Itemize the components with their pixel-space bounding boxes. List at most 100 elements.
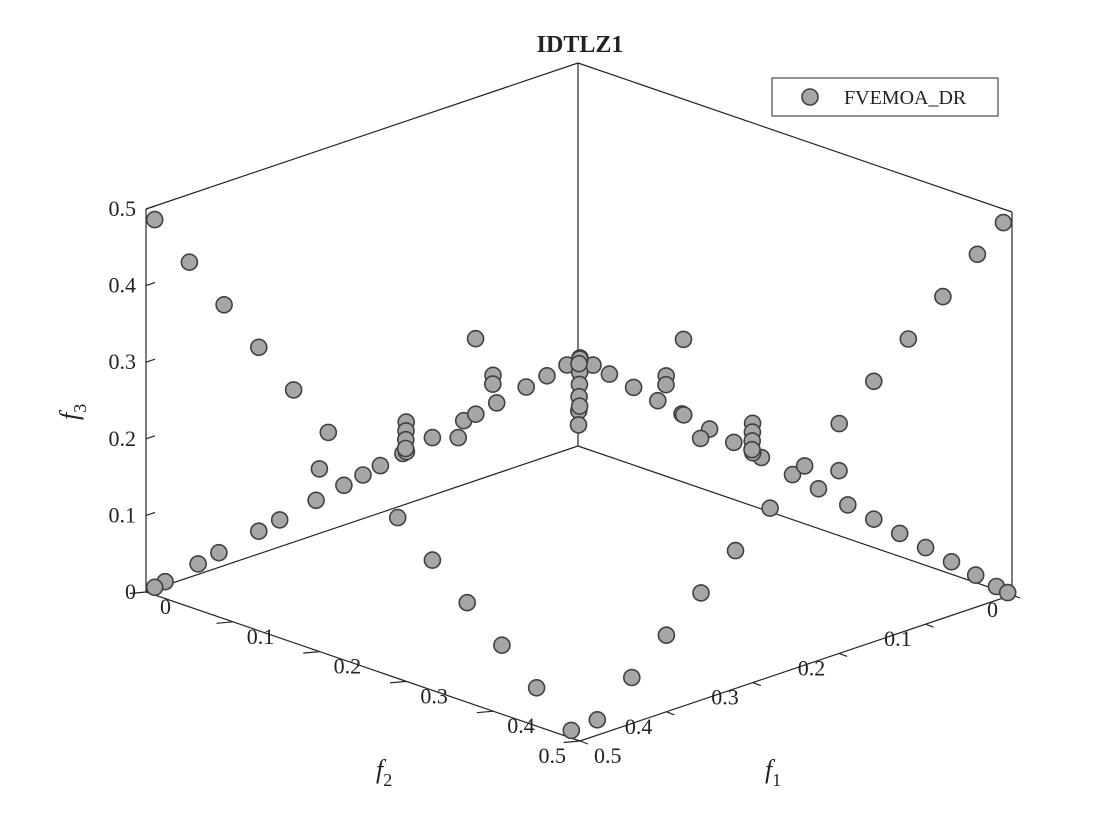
data-point [310, 460, 329, 478]
data-point [517, 378, 536, 396]
legend: FVEMOA_DR [771, 77, 999, 117]
data-point [657, 375, 675, 394]
f2-tick-label: 0.2 [798, 655, 826, 680]
top-edge-f1 [577, 62, 1013, 213]
f3-tick-label: 0.3 [109, 349, 137, 374]
tick-labels: 00.10.20.30.40.500.10.20.30.40.500.10.20… [109, 196, 999, 768]
f1-tick-mark [563, 740, 581, 744]
f1-tick-label: 0.5 [594, 743, 622, 768]
f2-tick-label: 0.3 [711, 685, 739, 710]
f1-tick-mark [303, 651, 320, 654]
data-point [284, 381, 303, 399]
data-point [691, 429, 710, 448]
data-point [934, 287, 952, 306]
f3-tick-mark [145, 205, 156, 210]
data-point [998, 583, 1017, 602]
data-point [270, 511, 289, 529]
legend-marker [801, 88, 819, 106]
data-point [899, 330, 918, 348]
data-point [493, 636, 511, 655]
data-point [830, 414, 849, 433]
data-point [449, 428, 468, 447]
data-point [180, 253, 199, 272]
f1-tick-mark [216, 621, 233, 624]
f1-tick-label: 0.3 [420, 683, 448, 708]
data-point [761, 499, 779, 518]
data-point [249, 338, 268, 357]
x-axis-label-sub: 1 [772, 770, 781, 790]
data-point [570, 397, 589, 416]
data-point [145, 210, 164, 229]
data-point [830, 461, 848, 480]
data-point [783, 465, 802, 484]
z-axis-label-main: f [55, 409, 84, 420]
f3-tick-mark [145, 435, 156, 440]
y-axis-label-sub: 2 [383, 770, 392, 790]
data-point [210, 543, 228, 562]
data-point [942, 552, 961, 571]
data-point [396, 439, 415, 458]
data-point [600, 365, 619, 383]
data-point [674, 406, 693, 424]
front-edge-f1-axis [579, 594, 1013, 742]
f1-tick-mark [129, 591, 147, 595]
data-point [743, 440, 761, 459]
data-points [145, 210, 1017, 740]
data-point [838, 496, 857, 514]
data-point [319, 423, 338, 442]
floor-edge-f1 [577, 445, 1013, 596]
data-point [249, 522, 268, 541]
front-edge-f2-axis [145, 591, 581, 742]
f1-tick-label: 0.1 [247, 624, 274, 649]
data-point [527, 678, 546, 697]
data-point [483, 375, 502, 393]
data-point [890, 524, 909, 543]
data-point [674, 330, 693, 349]
f3-tick-mark [145, 282, 156, 287]
data-point [569, 416, 588, 434]
f2-tick-mark [579, 740, 589, 745]
data-point [648, 391, 667, 410]
data-point [657, 626, 676, 645]
x-axis-label-main: f [765, 755, 776, 784]
data-point [423, 551, 442, 569]
f2-tick-mark [666, 711, 675, 716]
f3-tick-label: 0.2 [109, 426, 137, 451]
data-point [966, 566, 985, 584]
data-point [466, 405, 485, 424]
data-point [864, 510, 883, 529]
f3-tick-label: 0 [125, 579, 136, 604]
data-point [388, 508, 407, 527]
data-point [726, 541, 745, 560]
chart-title: IDTLZ1 [537, 32, 624, 58]
f3-tick-label: 0.5 [109, 196, 137, 221]
f2-tick-label: 0 [987, 597, 998, 622]
f2-tick-label: 0.4 [625, 714, 653, 739]
data-point [335, 476, 353, 495]
data-point [994, 213, 1013, 232]
f1-tick-label: 0.2 [334, 654, 362, 679]
z-axis-label-sub: 3 [70, 404, 90, 413]
f1-tick-label: 0.4 [507, 713, 535, 738]
data-point [307, 491, 325, 510]
f3-tick-label: 0.4 [109, 273, 137, 298]
data-point [916, 538, 935, 557]
f2-tick-label: 0.5 [539, 743, 567, 768]
y-axis-label-main: f [376, 755, 387, 784]
f2-tick-mark [752, 682, 762, 687]
f3-tick-mark [145, 511, 156, 516]
data-point [692, 584, 710, 602]
f1-tick-mark [389, 680, 407, 684]
data-point [423, 428, 442, 447]
data-point [487, 394, 506, 412]
top-edge-f2 [145, 62, 579, 210]
data-point [809, 479, 828, 498]
f2-tick-label: 0.1 [884, 626, 912, 651]
data-point [622, 668, 641, 687]
data-point [215, 295, 233, 314]
x-axis-label: f1 [765, 755, 781, 790]
data-point [588, 710, 607, 729]
data-point [371, 456, 390, 475]
f3-tick-label: 0.1 [109, 502, 137, 527]
